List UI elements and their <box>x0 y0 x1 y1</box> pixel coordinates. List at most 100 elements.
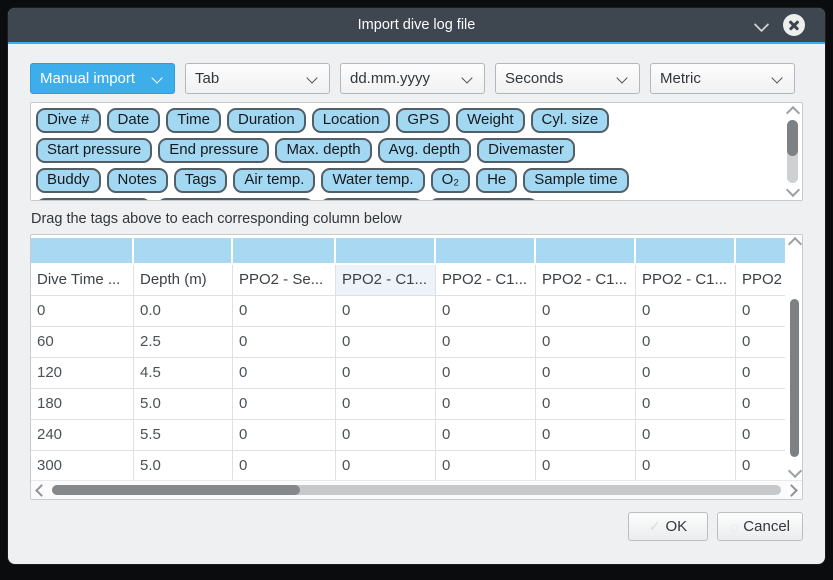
cancel-button[interactable]: ◌ Cancel <box>716 512 803 541</box>
tag[interactable]: GPS <box>396 108 451 133</box>
table-row: 300 5.0 0 0 0 0 0 0 <box>31 451 785 480</box>
tag[interactable]: Sample CNS <box>429 198 539 200</box>
table-cell: 0 <box>436 451 536 480</box>
column-header[interactable]: PPO2 - C1... <box>536 265 636 295</box>
scroll-left-icon[interactable] <box>35 483 48 497</box>
ok-button[interactable]: ✓ OK <box>627 512 708 541</box>
table-vscroll-thumb[interactable] <box>790 299 799 457</box>
column-header[interactable]: PPO2 <box>736 265 785 295</box>
tag[interactable]: Weight <box>456 108 525 133</box>
scroll-up-icon[interactable] <box>787 236 802 252</box>
table-cell: 0 <box>636 358 736 388</box>
import-mode-select[interactable]: Manual import <box>30 63 175 94</box>
dialog-content: Manual import Tab dd.mm.yyyy Seconds Met… <box>8 44 825 541</box>
column-header[interactable]: PPO2 - C1... <box>336 265 436 295</box>
tags-scrollbar[interactable] <box>785 105 801 198</box>
table-cell: 0 <box>536 451 636 480</box>
drop-target-row <box>31 235 785 263</box>
drag-instruction-label: Drag the tags above to each correspondin… <box>31 211 402 227</box>
tag[interactable]: Dive # <box>36 108 101 133</box>
tag[interactable]: Duration <box>227 108 306 133</box>
tag[interactable]: Water temp. <box>321 168 425 193</box>
scroll-down-icon[interactable] <box>785 182 801 198</box>
table-cell: 0 <box>336 389 436 419</box>
scroll-right-icon[interactable] <box>785 483 798 497</box>
table-cell: 0 <box>233 451 336 480</box>
table-hscroll-thumb[interactable] <box>52 485 300 495</box>
table-cell: 0 <box>536 358 636 388</box>
column-header[interactable]: PPO2 - Se... <box>233 265 336 295</box>
date-format-select[interactable]: dd.mm.yyyy <box>340 63 485 94</box>
tag[interactable]: Sample time <box>523 168 629 193</box>
column-header[interactable]: PPO2 - C1... <box>436 265 536 295</box>
drop-target-cell[interactable] <box>636 238 736 263</box>
tag[interactable]: O₂ <box>430 168 471 193</box>
tag[interactable]: Date <box>106 108 161 133</box>
table-cell: 0 <box>233 389 336 419</box>
column-header[interactable]: Dive Time ... <box>31 265 134 295</box>
scroll-down-icon[interactable] <box>787 463 802 479</box>
table-cell: 0 <box>736 420 785 450</box>
tag[interactable]: Sample temperature <box>156 198 315 200</box>
tag-rows: Dive # Date Time Duration Location GPS Weight C… <box>36 108 782 200</box>
drop-target-cell[interactable] <box>536 238 636 263</box>
tag[interactable]: Cyl. size <box>530 108 610 133</box>
check-icon: ✓ <box>648 518 661 534</box>
table-cell: 0 <box>233 296 336 326</box>
shade-button[interactable] <box>753 16 771 33</box>
tag[interactable]: End pressure <box>158 138 270 163</box>
table-cell: 0 <box>736 358 785 388</box>
tag[interactable]: Location <box>311 108 391 133</box>
table-vertical-scrollbar[interactable] <box>787 236 802 479</box>
table-cell: 0 <box>436 420 536 450</box>
scroll-up-icon[interactable] <box>785 105 801 121</box>
preview-table: Dive Time ... Depth (m) PPO2 - Se... PPO2 -… <box>31 235 785 480</box>
drop-target-cell[interactable] <box>336 238 436 263</box>
tag[interactable]: Sample depth <box>36 198 151 200</box>
table-cell: 0 <box>436 296 536 326</box>
drop-target-cell[interactable] <box>134 238 233 263</box>
table-body: 0 0.0 0 0 0 0 0 0 60 2.5 0 0 0 0 0 0 120 4.5 0 0 0 0 0 0 180 5.0 0… <box>31 296 785 480</box>
chevron-down-icon <box>616 72 628 84</box>
column-header[interactable]: Depth (m) <box>134 265 233 295</box>
drop-target-cell[interactable] <box>233 238 336 263</box>
tag[interactable]: Divemaster <box>477 138 575 163</box>
tag[interactable]: Buddy <box>36 168 101 193</box>
chevron-down-icon <box>306 72 318 84</box>
table-cell: 240 <box>31 420 134 450</box>
tag-row: Buddy Notes Tags Air temp. Water temp. O₂ He Sa… <box>36 168 782 193</box>
tag[interactable]: Avg. depth <box>377 138 472 163</box>
drop-target-cell[interactable] <box>31 238 134 263</box>
table-cell: 0 <box>31 296 134 326</box>
column-header[interactable]: PPO2 - C1... <box>636 265 736 295</box>
table-cell: 0 <box>636 389 736 419</box>
table-horizontal-scrollbar[interactable] <box>31 480 802 499</box>
tag[interactable]: Sample pO₂ <box>320 198 424 200</box>
tag[interactable]: Time <box>166 108 221 133</box>
drop-target-cell[interactable] <box>736 238 785 263</box>
table-cell: 0 <box>736 296 785 326</box>
units-select[interactable]: Metric <box>650 63 795 94</box>
tags-scrollbar-thumb[interactable] <box>787 120 798 156</box>
table-cell: 5.0 <box>134 451 233 480</box>
table-cell: 0 <box>736 327 785 357</box>
tag[interactable]: Tags <box>173 168 228 193</box>
tag[interactable]: Max. depth <box>275 138 372 163</box>
drop-target-cell[interactable] <box>436 238 536 263</box>
table-cell: 5.5 <box>134 420 233 450</box>
table-cell: 0 <box>336 420 436 450</box>
table-cell: 0 <box>736 451 785 480</box>
table-cell: 4.5 <box>134 358 233 388</box>
tag[interactable]: He <box>476 168 518 193</box>
tag[interactable]: Air temp. <box>233 168 316 193</box>
table-cell: 0 <box>336 451 436 480</box>
field-separator-select[interactable]: Tab <box>185 63 330 94</box>
duration-format-select[interactable]: Seconds <box>495 63 640 94</box>
dialog-buttons: ✓ OK ◌ Cancel <box>30 512 803 541</box>
tag[interactable]: Start pressure <box>36 138 153 163</box>
close-button[interactable] <box>783 14 805 36</box>
tag[interactable]: Notes <box>106 168 168 193</box>
table-cell: 0 <box>636 327 736 357</box>
table-row: 180 5.0 0 0 0 0 0 0 <box>31 389 785 420</box>
table-cell: 0 <box>536 389 636 419</box>
